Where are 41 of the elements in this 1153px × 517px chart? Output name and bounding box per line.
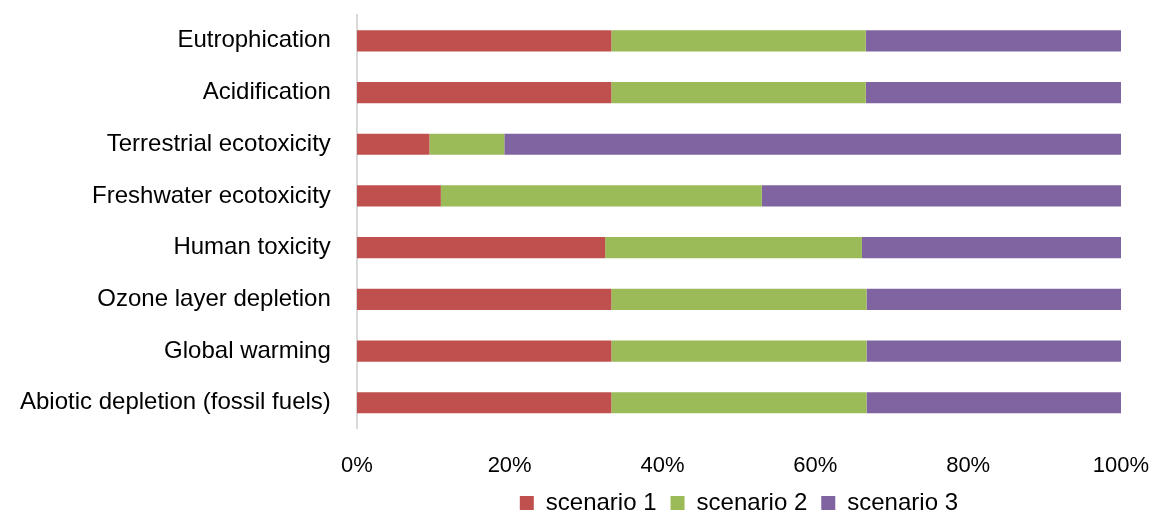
y-tick-label: Global warming — [164, 335, 331, 363]
bar — [504, 133, 1121, 155]
bar — [605, 237, 862, 259]
bar — [356, 392, 612, 414]
x-tick-label: 20% — [487, 451, 532, 477]
bar — [356, 185, 441, 207]
x-tick-label: 40% — [640, 451, 685, 477]
bar — [611, 81, 866, 104]
bar — [611, 288, 867, 310]
y-tick-label: Ozone layer depletion — [97, 283, 331, 311]
bar — [865, 30, 1121, 52]
y-tick-label: Human toxicity — [173, 232, 331, 260]
bar — [866, 288, 1121, 310]
x-tick-label: 0% — [340, 451, 373, 477]
y-tick-label: Acidification — [202, 77, 331, 105]
bar — [356, 237, 606, 259]
bar — [356, 288, 612, 310]
bar — [866, 392, 1121, 414]
bar — [611, 340, 867, 362]
y-tick-label: Freshwater ecotoxicity — [92, 180, 331, 208]
legend-label: scenario 3 — [847, 487, 959, 515]
legend-label: scenario 2 — [696, 487, 808, 515]
bar — [356, 340, 612, 362]
legend-label: scenario 1 — [545, 487, 657, 515]
y-tick-label: Terrestrial ecotoxicity — [106, 128, 331, 156]
bar — [761, 185, 1121, 207]
bar — [866, 340, 1121, 362]
y-tick-label: Abiotic depletion (fossil fuels) — [19, 387, 331, 415]
bar — [611, 392, 867, 414]
x-tick-label: 80% — [946, 451, 991, 477]
bar — [611, 30, 866, 52]
bar — [440, 185, 762, 207]
bar — [429, 133, 505, 155]
bar — [356, 133, 430, 155]
bar — [865, 81, 1121, 104]
bar — [356, 81, 612, 104]
bar — [356, 30, 612, 52]
x-tick-label: 100% — [1092, 451, 1150, 477]
bar — [861, 237, 1121, 259]
x-tick-label: 60% — [793, 451, 838, 477]
y-tick-label: Eutrophication — [177, 25, 331, 53]
